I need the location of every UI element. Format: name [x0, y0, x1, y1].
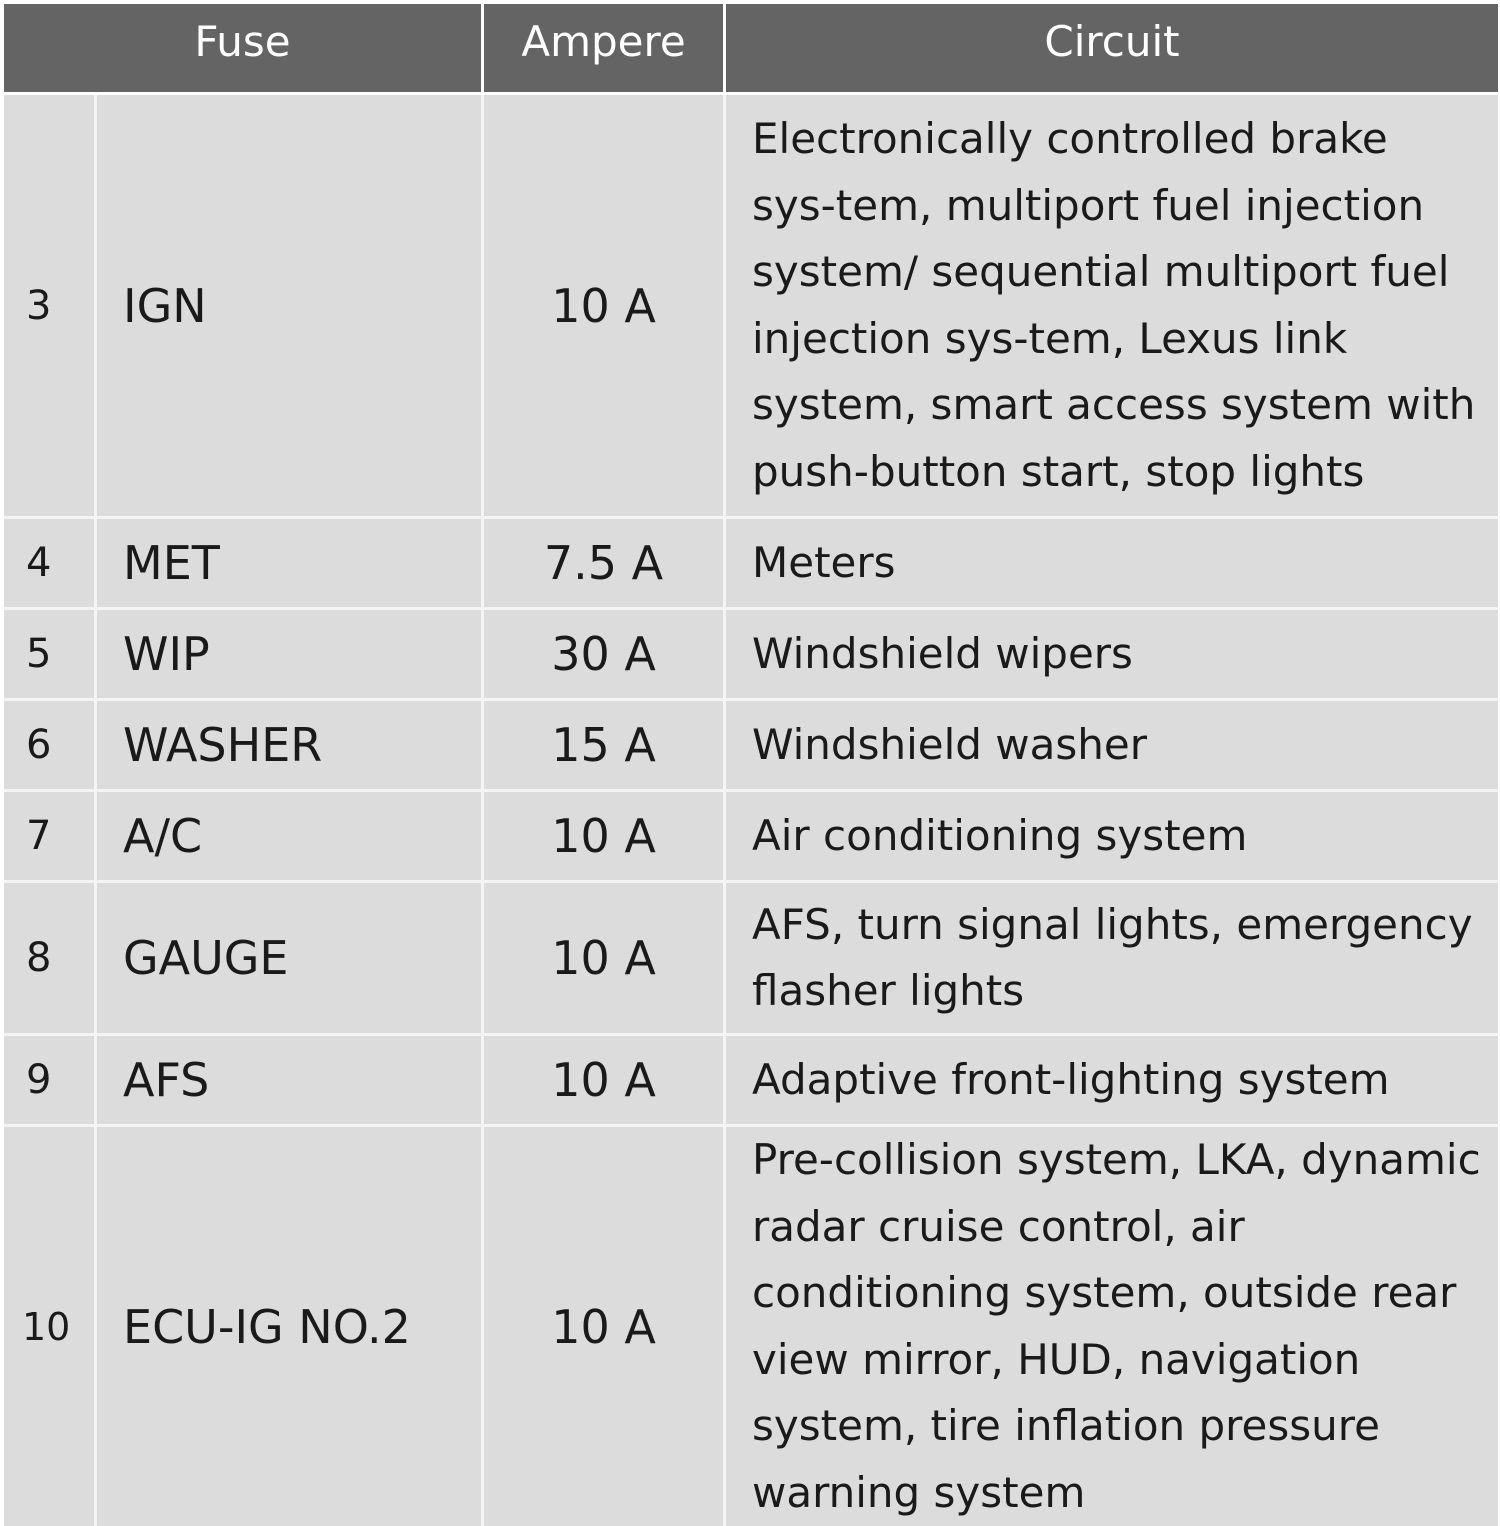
fuse-circuit: Adaptive front-lighting system: [726, 1036, 1498, 1127]
fuse-name: GAUGE: [97, 883, 485, 1036]
fuse-name: WASHER: [97, 701, 485, 792]
fuse-circuit: Meters: [726, 519, 1498, 610]
header-circuit: Circuit: [726, 4, 1498, 95]
fuse-circuit: Pre-collision system, LKA, dynamic radar…: [726, 1127, 1498, 1526]
fuse-circuit: Electronically controlled brake sys-tem,…: [726, 95, 1498, 519]
fuse-number: 9: [4, 1036, 97, 1127]
fuse-circuit: Windshield washer: [726, 701, 1498, 792]
fuse-number: 8: [4, 883, 97, 1036]
fuse-number: 7: [4, 792, 97, 883]
fuse-ampere: 10 A: [484, 883, 727, 1036]
table-row: 5 WIP 30 A Windshield wipers: [4, 610, 1498, 701]
fuse-ampere: 7.5 A: [484, 519, 727, 610]
fuse-name: ECU-IG NO.2: [97, 1127, 485, 1526]
fuse-number: 10: [4, 1127, 97, 1526]
fuse-ampere: 10 A: [484, 1127, 727, 1526]
fuse-circuit: AFS, turn signal lights, emergency flash…: [726, 883, 1498, 1036]
table-row: 4 MET 7.5 A Meters: [4, 519, 1498, 610]
header-row: Fuse Ampere Circuit: [4, 4, 1498, 95]
fuse-number: 6: [4, 701, 97, 792]
table-header: Fuse Ampere Circuit: [4, 4, 1498, 95]
fuse-name: IGN: [97, 95, 485, 519]
fuse-number: 5: [4, 610, 97, 701]
table-row: 3 IGN 10 A Electronically controlled bra…: [4, 95, 1498, 519]
table-body: 3 IGN 10 A Electronically controlled bra…: [4, 95, 1498, 1526]
table-row: 7 A/C 10 A Air conditioning system: [4, 792, 1498, 883]
fuse-ampere: 10 A: [484, 1036, 727, 1127]
table-row: 6 WASHER 15 A Windshield washer: [4, 701, 1498, 792]
table-row: 8 GAUGE 10 A AFS, turn signal lights, em…: [4, 883, 1498, 1036]
header-ampere: Ampere: [484, 4, 727, 95]
fuse-number: 4: [4, 519, 97, 610]
fuse-name: MET: [97, 519, 485, 610]
fuse-name: AFS: [97, 1036, 485, 1127]
fuse-ampere: 10 A: [484, 792, 727, 883]
fuse-ampere: 15 A: [484, 701, 727, 792]
fuse-circuit: Windshield wipers: [726, 610, 1498, 701]
fuse-name: WIP: [97, 610, 485, 701]
fuse-ampere: 30 A: [484, 610, 727, 701]
fuse-ampere: 10 A: [484, 95, 727, 519]
fuse-name: A/C: [97, 792, 485, 883]
table-row: 10 ECU-IG NO.2 10 A Pre-collision system…: [4, 1127, 1498, 1526]
fuse-circuit: Air conditioning system: [726, 792, 1498, 883]
fuse-number: 3: [4, 95, 97, 519]
table-row: 9 AFS 10 A Adaptive front-lighting syste…: [4, 1036, 1498, 1127]
fuse-table: Fuse Ampere Circuit 3 IGN 10 A Electroni…: [4, 4, 1498, 1526]
header-fuse: Fuse: [4, 4, 485, 95]
